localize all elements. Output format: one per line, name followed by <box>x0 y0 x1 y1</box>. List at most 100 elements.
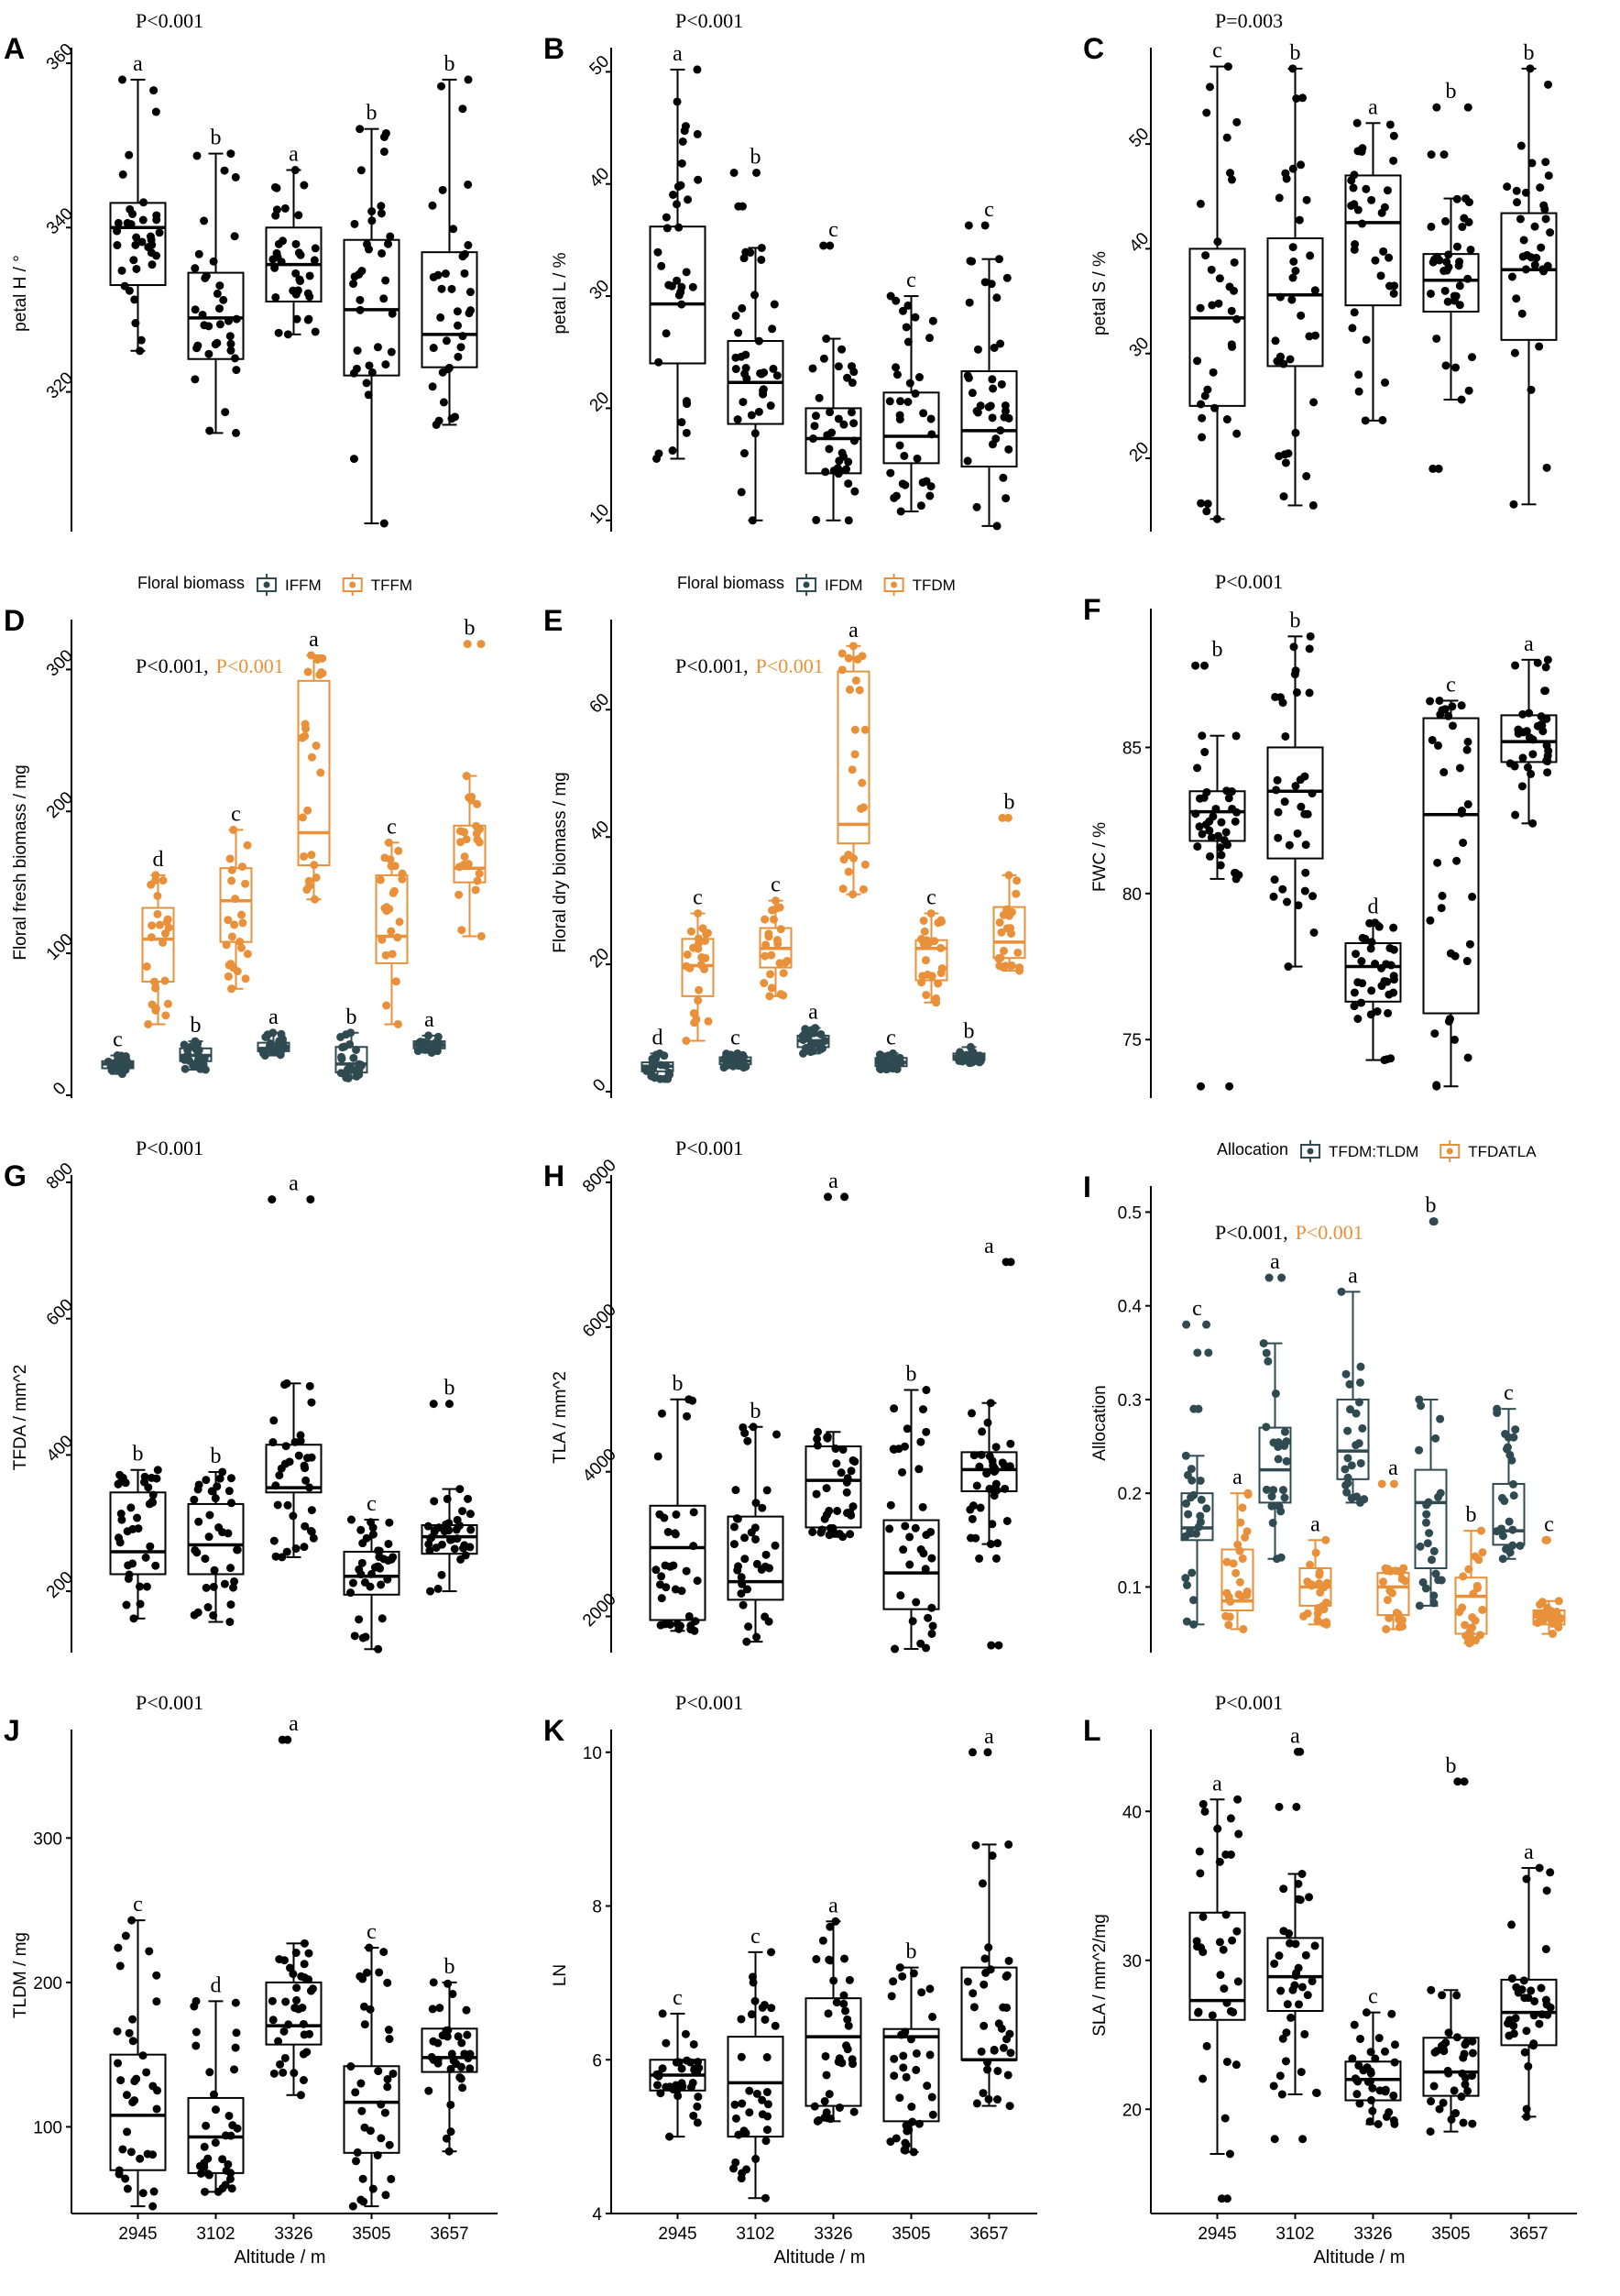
data-point <box>1002 2035 1012 2044</box>
data-point <box>1310 1941 1319 1950</box>
data-point <box>998 1458 1007 1467</box>
box-F-main-3326: d <box>1344 895 1402 1065</box>
box-E-IFDM-2945: d <box>640 1026 674 1083</box>
data-point <box>1353 147 1363 156</box>
data-point <box>898 1467 907 1477</box>
data-point <box>820 2096 829 2105</box>
data-point <box>446 2100 455 2109</box>
data-point <box>1459 838 1468 847</box>
data-point <box>1196 303 1205 313</box>
data-point <box>1227 340 1236 349</box>
data-point <box>304 1949 313 1958</box>
data-point <box>902 323 911 332</box>
data-point <box>896 397 905 406</box>
data-point <box>831 1445 840 1454</box>
data-point <box>890 2071 899 2081</box>
data-point <box>350 219 359 228</box>
data-point <box>990 2045 999 2054</box>
box-J-main-3102: d <box>187 1973 245 2196</box>
data-point <box>1544 171 1553 181</box>
data-point <box>677 1587 686 1596</box>
data-point <box>826 1922 835 1931</box>
data-point <box>885 397 894 406</box>
iqr-box <box>882 391 940 465</box>
x-tick-label: 3326 <box>274 2225 312 2244</box>
data-point <box>296 2091 305 2100</box>
data-point <box>262 1032 271 1041</box>
data-point <box>148 2082 158 2091</box>
data-point <box>922 1386 931 1395</box>
box-A-main-3326: a <box>265 143 323 339</box>
data-point <box>739 1052 749 1061</box>
data-point <box>978 1879 987 1888</box>
data-point <box>701 953 710 962</box>
data-point <box>294 1451 303 1460</box>
data-point <box>983 1418 992 1427</box>
data-point <box>191 375 200 384</box>
panel-label: H <box>543 1159 564 1192</box>
data-point <box>734 2130 743 2139</box>
data-point <box>1430 1029 1439 1038</box>
data-point <box>226 346 235 355</box>
data-point <box>1337 1287 1346 1296</box>
data-point <box>900 1442 909 1451</box>
data-point <box>142 962 151 972</box>
data-point <box>731 311 740 320</box>
box-D-TFFM-2945: d <box>141 848 175 1028</box>
data-point <box>842 465 851 474</box>
data-point <box>1004 871 1013 880</box>
data-point <box>229 1583 238 1592</box>
data-point <box>837 649 847 658</box>
data-point <box>1275 452 1284 461</box>
data-point <box>1357 998 1366 1007</box>
data-point <box>903 337 913 346</box>
data-point <box>224 2111 234 2120</box>
data-point <box>1436 1489 1445 1498</box>
data-point <box>1233 1977 1242 1986</box>
data-point <box>980 2021 989 2030</box>
data-point <box>922 1643 931 1653</box>
data-point <box>200 216 209 225</box>
data-point <box>820 1037 829 1046</box>
significance-letter: c <box>984 198 994 222</box>
data-point <box>911 1523 920 1532</box>
data-point <box>1382 1566 1391 1576</box>
data-point <box>349 368 358 378</box>
data-point <box>1472 1584 1482 1593</box>
data-point <box>737 2174 746 2183</box>
data-point <box>766 970 775 979</box>
iqr-box <box>805 1997 862 2107</box>
data-point <box>1427 222 1436 231</box>
data-point <box>1191 809 1200 818</box>
data-point <box>772 371 782 380</box>
data-point <box>1294 1963 1303 1972</box>
data-point <box>473 799 482 808</box>
data-point <box>928 2110 937 2119</box>
data-point <box>1313 1616 1322 1625</box>
data-point <box>737 2052 746 2061</box>
data-point <box>232 314 241 324</box>
data-point <box>656 2089 665 2098</box>
data-point <box>305 2029 314 2038</box>
data-point <box>999 473 1008 482</box>
data-point <box>1197 1082 1206 1091</box>
data-point <box>391 977 400 986</box>
x-tick-label: 3505 <box>1431 2225 1470 2244</box>
data-point <box>1527 159 1537 168</box>
data-point <box>1354 1398 1363 1407</box>
panel-J: J 100 200 300 TLDM / mg 2945 3102 3326 3505 3657 A… <box>0 1682 540 2296</box>
data-point <box>465 1543 475 1552</box>
data-point <box>701 937 710 946</box>
data-point <box>155 228 164 237</box>
box-I-TFDM:TLDM-2945: c <box>1180 1297 1214 1629</box>
data-point <box>389 886 399 895</box>
data-point <box>1293 829 1302 838</box>
data-point <box>651 1565 661 1575</box>
data-point <box>291 239 301 248</box>
data-point <box>848 765 857 774</box>
significance-letter: a <box>424 1008 434 1032</box>
data-point <box>1291 666 1300 676</box>
data-point <box>936 916 946 925</box>
data-point <box>729 1540 739 1549</box>
